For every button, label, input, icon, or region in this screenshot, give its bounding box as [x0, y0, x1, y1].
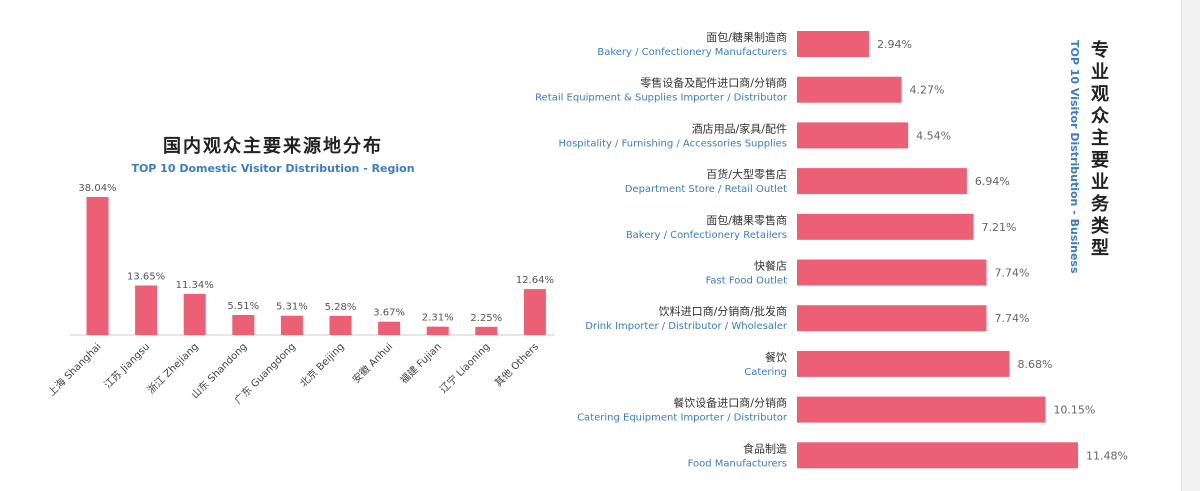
region-category-label: 江苏 Jiangsu — [101, 340, 152, 391]
business-category-label-zh: 百货/大型零售店 — [706, 167, 787, 181]
region-value-label: 5.31% — [276, 302, 308, 313]
region-category-label: 上海 Shanghai — [45, 340, 104, 399]
business-category-label-en: Hospitality / Furnishing / Accessories S… — [558, 138, 787, 149]
region-category-label: 安徽 Anhui — [349, 340, 395, 386]
region-category-label: 其他 Others — [492, 340, 541, 389]
business-category-label-zh: 酒店用品/家具/配件 — [692, 121, 787, 135]
region-value-label: 12.64% — [516, 275, 554, 286]
region-bar — [378, 321, 401, 335]
business-category-label-zh: 餐饮 — [765, 350, 787, 364]
business-bar — [797, 76, 902, 103]
business-value-label: 4.54% — [916, 129, 951, 142]
region-bar — [329, 315, 352, 335]
business-value-label: 10.15% — [1053, 404, 1095, 417]
business-bar — [797, 122, 909, 149]
business-category-label-zh: 面包/糖果零售商 — [706, 213, 787, 227]
business-category-label-zh: 饮料进口商/分销商/批发商 — [659, 304, 787, 318]
business-value-label: 4.27% — [910, 84, 945, 97]
region-category-label: 辽宁 Liaoning — [437, 340, 493, 396]
business-value-label: 7.74% — [994, 312, 1029, 325]
business-value-label: 2.94% — [877, 38, 912, 51]
region-bar — [86, 197, 109, 335]
region-bar — [523, 289, 546, 335]
region-category-label: 北京 Beijing — [297, 340, 347, 390]
business-bar — [797, 396, 1046, 423]
business-category-label-en: Catering Equipment Importer / Distributo… — [577, 413, 788, 424]
business-value-label: 11.48% — [1086, 449, 1128, 462]
region-bar — [135, 285, 158, 335]
region-value-label: 13.65% — [127, 271, 165, 282]
region-bar-chart: 38.04% 上海 Shanghai 13.65% 江苏 Jiangsu 11.34% 浙… — [45, 183, 555, 407]
business-category-label-en: Retail Equipment & Supplies Importer / D… — [535, 93, 788, 104]
region-category-label: 福建 Fujian — [397, 340, 443, 386]
region-value-label: 3.67% — [373, 308, 405, 319]
business-bar — [797, 305, 987, 332]
region-value-label: 2.25% — [470, 313, 502, 324]
business-category-label-zh: 餐饮设备进口商/分销商 — [673, 396, 787, 410]
region-value-label: 38.04% — [78, 183, 116, 194]
region-value-label: 2.31% — [422, 313, 454, 324]
business-bar — [797, 213, 974, 240]
region-bar — [280, 315, 303, 335]
region-bar — [232, 315, 255, 335]
business-category-label-en: Bakery / Confectionery Manufacturers — [597, 47, 787, 58]
business-bar — [797, 168, 967, 195]
business-bar — [797, 350, 1010, 377]
business-category-label-en: Drink Importer / Distributor / Wholesale… — [585, 321, 788, 332]
business-value-label: 6.94% — [975, 175, 1010, 188]
business-category-label-zh: 快餐店 — [754, 259, 787, 273]
region-value-label: 11.34% — [176, 280, 214, 291]
business-category-label-en: Bakery / Confectionery Retailers — [626, 230, 787, 241]
region-bar — [475, 326, 498, 335]
region-bar — [183, 293, 206, 335]
business-bar — [797, 442, 1078, 469]
business-category-label-en: Fast Food Outlet — [706, 276, 787, 287]
scrollbar-track[interactable] — [1181, 0, 1200, 491]
region-value-label: 5.51% — [227, 301, 259, 312]
region-chart-title: 国内观众主要来源地分布 — [163, 136, 383, 157]
business-chart-title: 专业观众主要业务类型 — [1088, 40, 1109, 260]
business-category-label-zh: 零售设备及配件进口商/分销商 — [640, 76, 787, 90]
business-value-label: 7.74% — [994, 267, 1029, 280]
business-category-label-en: Food Manufacturers — [688, 458, 787, 469]
business-category-label-zh: 食品制造 — [743, 441, 787, 455]
business-chart-subtitle: TOP 10 Visitor Distribution - Business — [1068, 40, 1081, 274]
business-category-label-en: Catering — [744, 367, 787, 378]
business-value-label: 7.21% — [981, 221, 1016, 234]
region-value-label: 5.28% — [325, 302, 357, 313]
business-bar — [797, 31, 869, 57]
business-value-label: 8.68% — [1017, 358, 1052, 371]
region-chart-subtitle: TOP 10 Domestic Visitor Distribution - R… — [131, 162, 415, 175]
region-bar — [426, 326, 449, 335]
business-category-label-en: Department Store / Retail Outlet — [625, 184, 787, 195]
region-category-label: 浙江 Zhejiang — [145, 341, 201, 397]
business-category-label-zh: 面包/糖果制造商 — [706, 30, 787, 44]
business-bar — [797, 259, 987, 286]
